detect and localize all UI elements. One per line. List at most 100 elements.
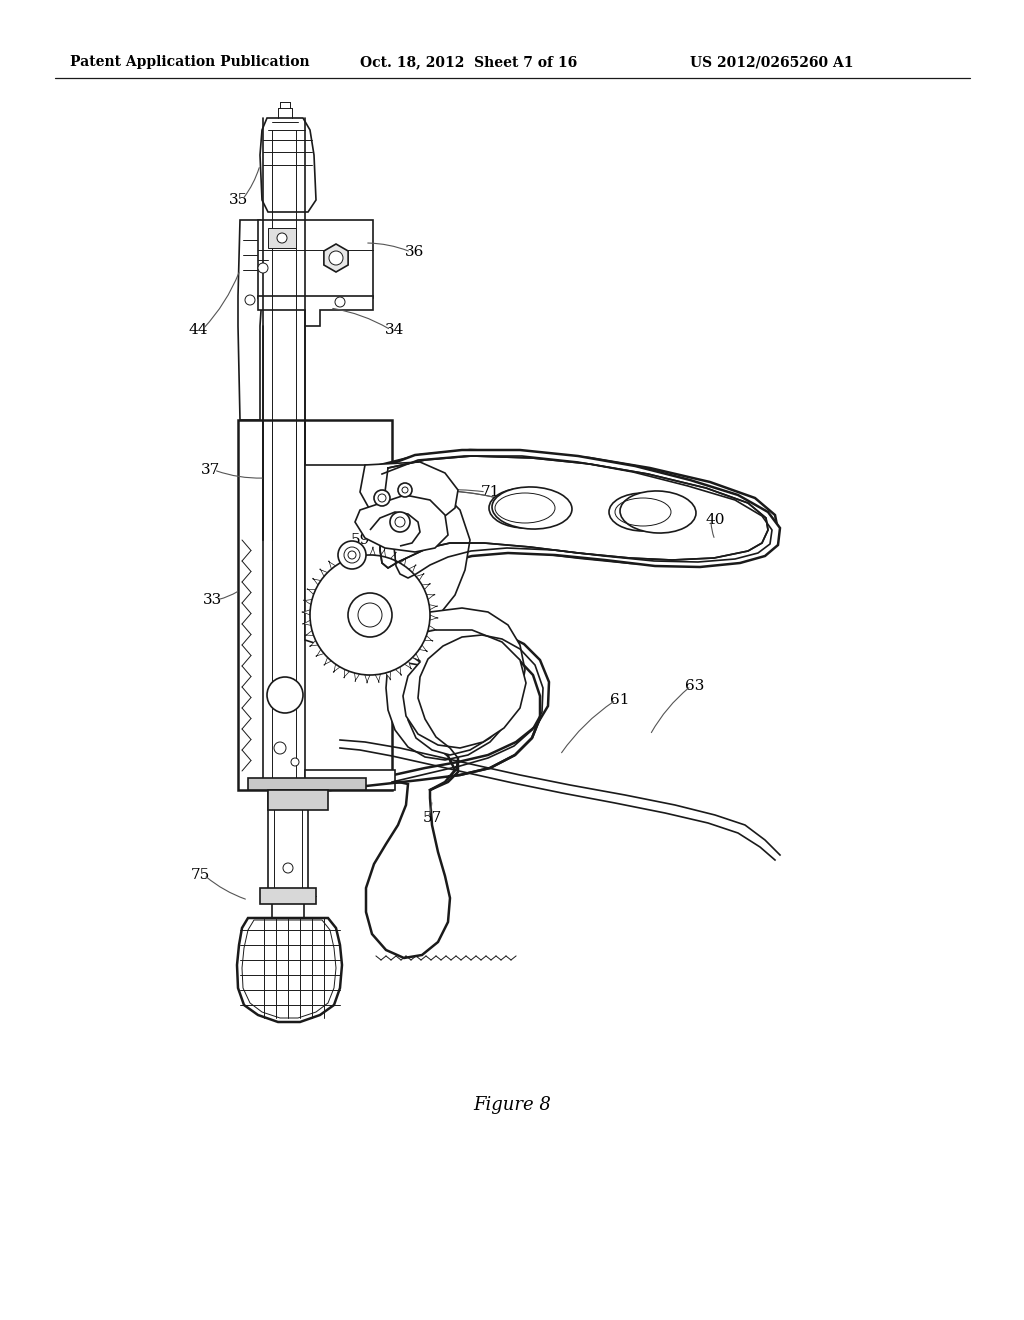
Polygon shape: [260, 117, 316, 213]
Circle shape: [378, 494, 386, 502]
Circle shape: [395, 517, 406, 527]
Polygon shape: [305, 770, 395, 789]
Polygon shape: [395, 667, 401, 676]
Polygon shape: [354, 673, 359, 681]
Text: 44: 44: [188, 323, 208, 337]
Polygon shape: [426, 594, 435, 599]
Polygon shape: [359, 548, 365, 556]
Text: 40: 40: [706, 513, 725, 527]
Bar: [268, 228, 296, 248]
Bar: [258, 220, 373, 298]
Polygon shape: [319, 569, 328, 577]
Bar: [260, 888, 316, 904]
Circle shape: [329, 251, 343, 265]
Polygon shape: [365, 675, 370, 682]
Text: 37: 37: [201, 463, 219, 477]
Polygon shape: [419, 645, 428, 652]
Polygon shape: [386, 609, 525, 760]
Circle shape: [338, 541, 366, 569]
Polygon shape: [315, 649, 324, 657]
Text: 59: 59: [350, 533, 370, 546]
Polygon shape: [338, 554, 345, 564]
Polygon shape: [400, 557, 407, 566]
Circle shape: [278, 234, 287, 243]
Text: 35: 35: [228, 193, 248, 207]
Polygon shape: [428, 626, 436, 631]
Polygon shape: [429, 605, 437, 610]
Polygon shape: [390, 643, 515, 755]
Polygon shape: [381, 549, 385, 557]
Text: 57: 57: [422, 810, 441, 825]
Circle shape: [291, 758, 299, 766]
Polygon shape: [312, 578, 321, 585]
Polygon shape: [409, 565, 417, 573]
Polygon shape: [307, 589, 315, 594]
Polygon shape: [355, 495, 449, 552]
Polygon shape: [324, 657, 332, 665]
Text: Figure 8: Figure 8: [473, 1096, 551, 1114]
Text: 63: 63: [685, 678, 705, 693]
Circle shape: [245, 294, 255, 305]
Text: Patent Application Publication: Patent Application Publication: [70, 55, 309, 69]
Polygon shape: [303, 599, 312, 605]
Text: 65: 65: [546, 510, 564, 523]
Bar: [268, 789, 328, 810]
Ellipse shape: [609, 492, 677, 531]
Circle shape: [274, 742, 286, 754]
Circle shape: [310, 554, 430, 675]
Polygon shape: [422, 583, 430, 590]
Circle shape: [267, 677, 303, 713]
Polygon shape: [388, 630, 526, 748]
Circle shape: [390, 512, 410, 532]
Ellipse shape: [492, 487, 572, 529]
Polygon shape: [413, 653, 421, 661]
Polygon shape: [324, 244, 348, 272]
Polygon shape: [424, 635, 433, 642]
Polygon shape: [305, 465, 470, 648]
Text: 61: 61: [610, 693, 630, 708]
Text: 75: 75: [190, 869, 210, 882]
Bar: [238, 420, 392, 789]
Text: 69: 69: [510, 496, 529, 510]
Text: 33: 33: [203, 593, 221, 607]
Text: 71: 71: [480, 484, 500, 499]
Polygon shape: [404, 661, 412, 669]
Polygon shape: [416, 573, 424, 581]
Polygon shape: [375, 450, 780, 583]
Circle shape: [344, 546, 360, 564]
Ellipse shape: [620, 491, 696, 533]
Polygon shape: [349, 550, 354, 558]
Polygon shape: [258, 296, 373, 326]
Polygon shape: [237, 917, 342, 1022]
Polygon shape: [368, 450, 778, 578]
Polygon shape: [375, 675, 381, 682]
Circle shape: [398, 483, 412, 498]
Polygon shape: [238, 220, 262, 420]
Polygon shape: [302, 620, 311, 626]
Polygon shape: [333, 664, 340, 673]
Polygon shape: [385, 672, 391, 680]
Polygon shape: [302, 610, 310, 615]
Circle shape: [348, 550, 356, 558]
Text: 34: 34: [385, 323, 404, 337]
Polygon shape: [305, 631, 313, 636]
Circle shape: [402, 487, 408, 492]
Circle shape: [374, 490, 390, 506]
Polygon shape: [329, 561, 336, 569]
Circle shape: [258, 263, 268, 273]
Bar: [248, 777, 366, 789]
Polygon shape: [370, 546, 375, 556]
Circle shape: [335, 297, 345, 308]
Circle shape: [283, 863, 293, 873]
Circle shape: [348, 593, 392, 638]
Polygon shape: [344, 669, 349, 678]
Polygon shape: [390, 552, 396, 561]
Text: US 2012/0265260 A1: US 2012/0265260 A1: [690, 55, 853, 69]
Ellipse shape: [489, 488, 561, 528]
Text: 36: 36: [406, 246, 425, 259]
Text: Oct. 18, 2012  Sheet 7 of 16: Oct. 18, 2012 Sheet 7 of 16: [360, 55, 578, 69]
Circle shape: [358, 603, 382, 627]
Polygon shape: [309, 640, 318, 647]
Polygon shape: [360, 462, 458, 525]
Polygon shape: [430, 615, 438, 620]
